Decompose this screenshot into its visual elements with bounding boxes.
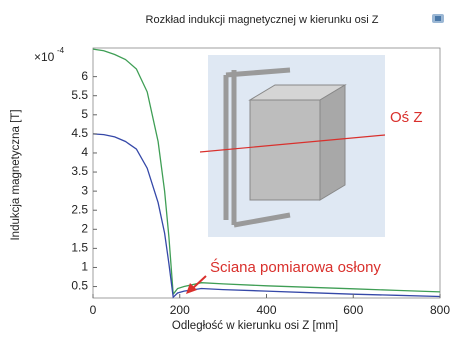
y-tick-label: 5.5: [71, 88, 88, 102]
y-axis-label: Indukcja magnetyczna [T]: [10, 109, 22, 240]
chart-title: Rozkład indukcji magnetycznej w kierunku…: [146, 14, 379, 26]
arrow-shaft: [193, 276, 206, 288]
y-tick-label: 5: [81, 107, 88, 121]
y-tick-label: 2.5: [71, 202, 88, 216]
x-tick-label: 800: [430, 303, 450, 317]
y-tick-label: 3.5: [71, 164, 88, 178]
y-tick-label: 2: [81, 221, 88, 235]
y-multiplier-exponent: -4: [57, 46, 65, 55]
x-tick-label: 200: [170, 303, 190, 317]
y-multiplier: ×10: [34, 50, 55, 64]
inset-image: [200, 55, 385, 237]
annotation: Oś Z: [390, 109, 423, 126]
x-tick-label: 400: [256, 303, 276, 317]
chart: Rozkład indukcji magnetycznej w kierunku…: [0, 0, 452, 338]
toolbar-icon[interactable]: [432, 14, 444, 23]
y-tick-label: 3: [81, 183, 88, 197]
page: {"chart_data": {"type": "line", "title":…: [0, 0, 452, 338]
annotation: Ściana pomiarowa osłony: [210, 258, 381, 276]
y-tick-label: 4.5: [71, 126, 88, 140]
cube-front: [250, 100, 320, 200]
x-tick-label: 0: [90, 303, 97, 317]
y-tick-label: 4: [81, 145, 88, 159]
icon-lens: [435, 16, 441, 21]
y-tick-label: 0.5: [71, 279, 88, 293]
x-axis-label: Odległość w kierunku osi Z [mm]: [172, 320, 338, 332]
x-tick-label: 600: [343, 303, 363, 317]
y-tick-label: 6: [81, 69, 88, 83]
y-tick-label: 1: [81, 260, 88, 274]
y-tick-label: 1.5: [71, 241, 88, 255]
cube-side: [320, 85, 345, 200]
